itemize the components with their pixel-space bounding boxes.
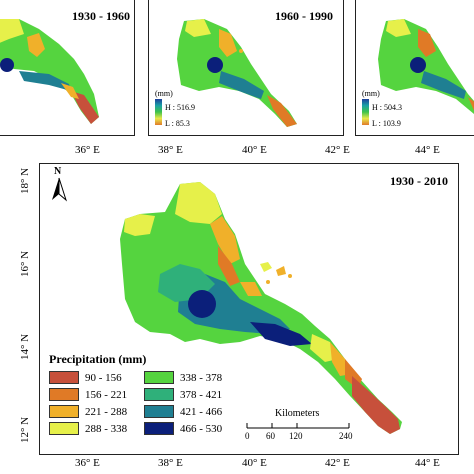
legend-item: 221 - 288 bbox=[49, 405, 144, 418]
longitude-tick-top: 42° E bbox=[325, 144, 350, 156]
legend-unit: (mm) bbox=[155, 89, 173, 98]
legend-item: 378 - 421 bbox=[144, 388, 239, 401]
legend-unit: (mm) bbox=[362, 89, 380, 98]
legend-swatch bbox=[49, 388, 79, 401]
north-arrow-icon: N bbox=[48, 166, 70, 202]
legend-label: 156 - 221 bbox=[85, 388, 128, 401]
latitude-tick: 16° N bbox=[19, 250, 31, 278]
scale-tick: 0 bbox=[245, 431, 250, 441]
legend-label: 288 - 338 bbox=[85, 422, 128, 435]
legend-swatch bbox=[144, 388, 174, 401]
precipitation-map-small bbox=[177, 19, 297, 127]
legend-label: 466 - 530 bbox=[180, 422, 223, 435]
legend-label: 221 - 288 bbox=[85, 405, 128, 418]
latitude-tick: 18° N bbox=[19, 167, 31, 195]
legend-item: 338 - 378 bbox=[144, 371, 239, 384]
scale-bar: Kilometers 0 60 120 240 bbox=[245, 408, 355, 448]
legend-item: 466 - 530 bbox=[144, 422, 239, 435]
legend-high: H : 504.3 bbox=[372, 103, 402, 112]
scale-tick: 120 bbox=[289, 431, 303, 441]
longitude-tick-bottom: 44° E bbox=[415, 457, 440, 469]
legend-label: 90 - 156 bbox=[85, 371, 122, 384]
gradient-bar bbox=[362, 99, 369, 125]
legend-swatch bbox=[144, 405, 174, 418]
panel-period-title: 1930 - 1960 bbox=[72, 9, 130, 23]
longitude-tick-top: 44° E bbox=[415, 144, 440, 156]
legend-swatch bbox=[144, 422, 174, 435]
scale-title: Kilometers bbox=[275, 408, 320, 419]
panel-period-title: 1960 - 1990 bbox=[275, 9, 333, 23]
legend-swatch bbox=[49, 405, 79, 418]
legend-grid: 90 - 156 338 - 378 156 - 221 378 - 421 2… bbox=[49, 371, 239, 435]
legend-title: Precipitation (mm) bbox=[49, 352, 147, 366]
precipitation-map-small bbox=[0, 19, 99, 124]
longitude-tick-bottom: 38° E bbox=[158, 457, 183, 469]
longitude-tick-bottom: 40° E bbox=[242, 457, 267, 469]
legend-high: H : 516.9 bbox=[165, 103, 195, 112]
map-panel-1960-1990: 1960 - 1990 (mm) H : 516.9 L : 85.3 bbox=[148, 0, 344, 136]
main-map-panel: 1930 - 2010 N Precipitation (mm) 90 - 15… bbox=[39, 163, 459, 455]
north-label: N bbox=[54, 166, 62, 177]
legend-label: 421 - 466 bbox=[180, 405, 223, 418]
precipitation-map-small bbox=[378, 19, 474, 114]
legend-item: 90 - 156 bbox=[49, 371, 144, 384]
latitude-tick: 14° N bbox=[19, 333, 31, 361]
longitude-tick-bottom: 42° E bbox=[325, 457, 350, 469]
main-period-title: 1930 - 2010 bbox=[390, 174, 448, 188]
longitude-tick-top: 40° E bbox=[242, 144, 267, 156]
legend-swatch bbox=[144, 371, 174, 384]
legend-item: 288 - 338 bbox=[49, 422, 144, 435]
precipitation-map-main bbox=[120, 182, 402, 434]
longitude-tick-top: 38° E bbox=[158, 144, 183, 156]
legend-swatch bbox=[49, 422, 79, 435]
precipitation-legend: Precipitation (mm) 90 - 156 338 - 378 15… bbox=[49, 352, 239, 435]
scale-tick: 240 bbox=[339, 431, 353, 441]
longitude-tick-bottom: 36° E bbox=[75, 457, 100, 469]
legend-item: 421 - 466 bbox=[144, 405, 239, 418]
map-panel-1930-1960: 1930 - 1960 bbox=[0, 0, 135, 136]
gradient-bar bbox=[155, 99, 162, 125]
legend-low: L : 85.3 bbox=[165, 119, 190, 128]
latitude-tick: 12° N bbox=[19, 416, 31, 444]
legend-label: 338 - 378 bbox=[180, 371, 223, 384]
map-panel-3: (mm) H : 504.3 L : 103.9 bbox=[355, 0, 474, 136]
legend-label: 378 - 421 bbox=[180, 388, 223, 401]
legend-swatch bbox=[49, 371, 79, 384]
longitude-tick-top: 36° E bbox=[75, 144, 100, 156]
legend-item: 156 - 221 bbox=[49, 388, 144, 401]
scale-bar-graphic bbox=[246, 423, 350, 429]
legend-low: L : 103.9 bbox=[372, 119, 401, 128]
scale-tick: 60 bbox=[266, 431, 275, 441]
